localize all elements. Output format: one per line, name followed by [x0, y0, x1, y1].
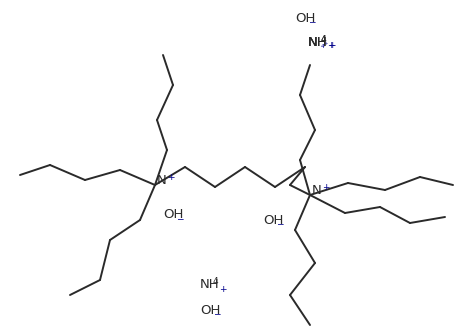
- Text: +: +: [327, 42, 334, 50]
- Text: NH: NH: [308, 36, 328, 49]
- Text: −: −: [176, 214, 183, 223]
- Text: +: +: [219, 284, 227, 293]
- Text: OH: OH: [295, 12, 315, 24]
- Text: +: +: [322, 183, 329, 192]
- Text: +: +: [167, 173, 175, 182]
- Text: +: +: [328, 42, 335, 50]
- Text: ₄⁺: ₄⁺: [321, 42, 329, 50]
- Text: NH: NH: [308, 36, 328, 49]
- Text: NH: NH: [200, 279, 220, 291]
- Text: OH: OH: [163, 209, 183, 221]
- Text: 4: 4: [321, 35, 327, 44]
- Text: N: N: [312, 184, 322, 197]
- Text: NH: NH: [308, 36, 328, 49]
- Text: OH: OH: [263, 214, 283, 226]
- Text: −: −: [276, 219, 283, 228]
- Text: −: −: [308, 17, 315, 26]
- Text: N: N: [157, 174, 167, 187]
- Text: 4: 4: [213, 278, 218, 286]
- Text: −: −: [213, 310, 221, 318]
- Text: 4: 4: [321, 35, 327, 44]
- Text: OH: OH: [200, 304, 220, 316]
